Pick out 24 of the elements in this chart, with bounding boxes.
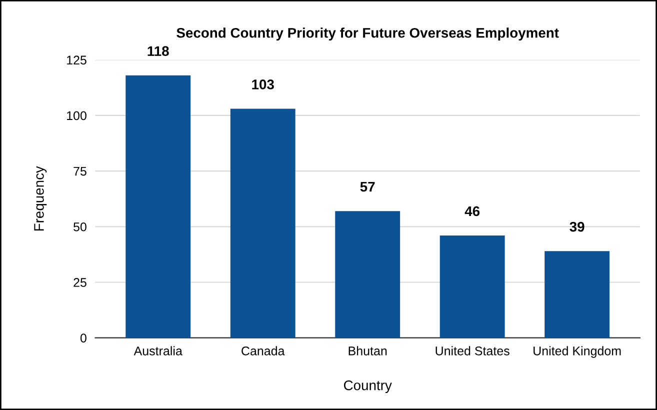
x-tick-label: United Kingdom <box>534 346 621 358</box>
bar <box>230 108 296 338</box>
bar <box>126 75 191 338</box>
x-tick-label: Canada <box>242 346 285 356</box>
bar <box>335 211 400 338</box>
data-label: 39 <box>570 222 584 232</box>
x-tick-label: Bhutan <box>348 346 387 356</box>
y-tick-label: 75 <box>74 166 86 176</box>
y-tick-label: 100 <box>67 111 86 120</box>
y-tick-label: 125 <box>67 56 86 65</box>
data-label: 57 <box>360 182 375 192</box>
data-label: 103 <box>252 80 274 90</box>
y-tick-label: 50 <box>74 222 86 232</box>
y-axis-title: Frequency <box>34 166 47 231</box>
bar <box>544 251 610 338</box>
y-tick-label: 0 <box>80 334 86 342</box>
y-tick-label: 25 <box>74 278 86 287</box>
x-axis-title: Country <box>344 380 392 393</box>
data-label: 46 <box>464 206 480 216</box>
bar <box>440 236 505 338</box>
chart-title: Second Country Priority for Future Overseas Employment <box>176 28 559 41</box>
data-label: 118 <box>148 46 169 56</box>
x-tick-label: Australia <box>134 346 182 356</box>
x-tick-label: United States <box>436 346 510 356</box>
